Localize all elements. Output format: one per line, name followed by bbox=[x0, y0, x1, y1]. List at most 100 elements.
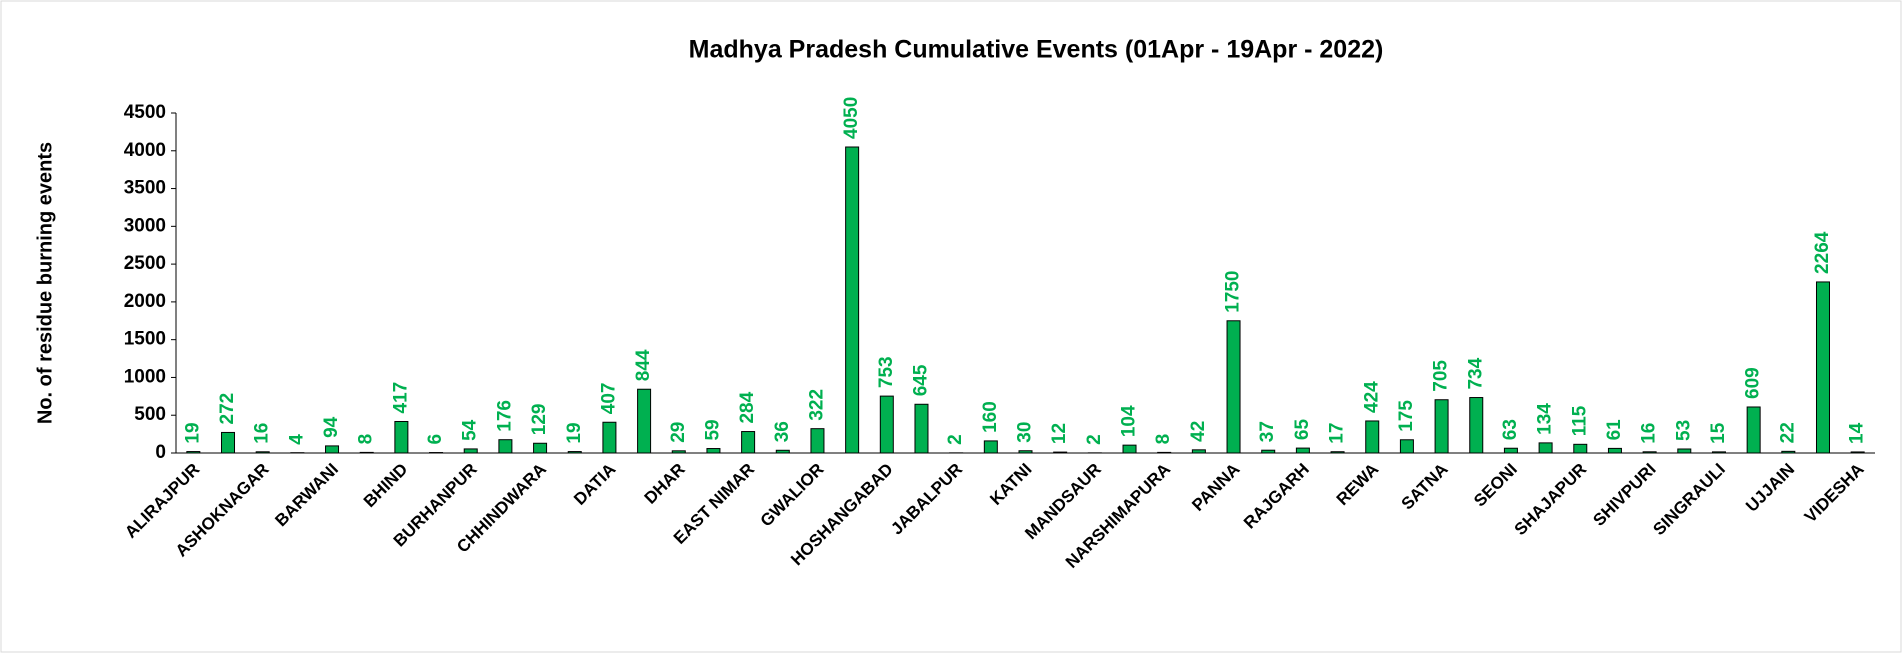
value-label: 1750 bbox=[1223, 270, 1244, 312]
value-label: 2 bbox=[945, 434, 966, 445]
y-tick-label: 2000 bbox=[124, 291, 166, 312]
bar bbox=[1781, 450, 1796, 454]
value-label: 4050 bbox=[841, 97, 862, 139]
value-label: 160 bbox=[980, 401, 1001, 433]
y-tick-label: 4000 bbox=[124, 140, 166, 161]
value-label: 65 bbox=[1292, 419, 1313, 441]
bar bbox=[1746, 406, 1761, 454]
bar bbox=[810, 428, 825, 454]
bar bbox=[1053, 451, 1068, 454]
value-label: 129 bbox=[529, 404, 550, 436]
bar bbox=[1122, 444, 1137, 454]
y-tick-label: 4500 bbox=[124, 102, 166, 123]
bar bbox=[359, 451, 374, 454]
bar bbox=[741, 431, 756, 454]
bar bbox=[914, 403, 929, 454]
value-label: 61 bbox=[1604, 419, 1625, 441]
value-label: 104 bbox=[1119, 405, 1140, 437]
value-label: 115 bbox=[1569, 405, 1590, 436]
y-tick-label: 500 bbox=[134, 404, 166, 425]
value-label: 2 bbox=[1084, 434, 1105, 445]
value-label: 417 bbox=[390, 382, 411, 414]
bar bbox=[1677, 448, 1692, 454]
bar bbox=[1538, 442, 1553, 454]
value-label: 284 bbox=[737, 391, 758, 423]
bar bbox=[706, 448, 721, 454]
bar bbox=[1503, 447, 1518, 454]
value-label: 37 bbox=[1257, 421, 1278, 442]
value-label: 176 bbox=[494, 400, 515, 432]
chart-title: Madhya Pradesh Cumulative Events (01Apr … bbox=[689, 36, 1384, 64]
bar bbox=[567, 451, 582, 454]
bar bbox=[602, 421, 617, 454]
bar bbox=[1815, 281, 1830, 454]
value-label: 753 bbox=[876, 356, 897, 388]
value-label: 94 bbox=[321, 416, 342, 438]
value-label: 63 bbox=[1500, 419, 1521, 440]
bar bbox=[671, 450, 686, 454]
bar bbox=[394, 420, 409, 454]
bar bbox=[1157, 451, 1172, 454]
value-label: 36 bbox=[772, 421, 793, 442]
value-label: 2264 bbox=[1812, 231, 1833, 274]
value-label: 844 bbox=[633, 349, 654, 381]
bar bbox=[1330, 451, 1345, 454]
value-label: 30 bbox=[1015, 422, 1036, 443]
y-axis-label: No. of residue burning events bbox=[34, 142, 56, 424]
bar bbox=[1607, 447, 1622, 454]
bar bbox=[325, 445, 340, 454]
bar bbox=[533, 442, 548, 454]
bar bbox=[1573, 443, 1588, 454]
bar bbox=[1434, 399, 1449, 454]
y-tick-label: 0 bbox=[155, 442, 166, 463]
value-label: 407 bbox=[598, 383, 619, 415]
value-label: 29 bbox=[668, 422, 689, 443]
bar bbox=[1711, 451, 1726, 454]
y-tick-label: 1000 bbox=[124, 366, 166, 387]
y-tick-label: 2500 bbox=[124, 253, 166, 274]
bar bbox=[1226, 320, 1241, 454]
value-label: 134 bbox=[1535, 403, 1556, 435]
value-label: 12 bbox=[1049, 423, 1070, 444]
value-label: 17 bbox=[1327, 423, 1348, 444]
value-label: 59 bbox=[702, 419, 723, 440]
y-tick-label: 3000 bbox=[124, 215, 166, 236]
bar bbox=[498, 439, 513, 454]
value-label: 705 bbox=[1431, 360, 1452, 392]
value-label: 609 bbox=[1743, 367, 1764, 399]
bar bbox=[255, 451, 270, 454]
bar bbox=[983, 440, 998, 454]
value-label: 8 bbox=[1153, 434, 1174, 445]
bar bbox=[1261, 449, 1276, 454]
bar bbox=[1469, 397, 1484, 454]
value-label: 424 bbox=[1361, 381, 1382, 413]
value-label: 272 bbox=[217, 393, 238, 425]
value-label: 322 bbox=[806, 389, 827, 421]
bar bbox=[1850, 451, 1865, 454]
bar bbox=[1295, 447, 1310, 454]
bar bbox=[1642, 451, 1657, 454]
y-tick-label: 1500 bbox=[124, 329, 166, 350]
bar bbox=[1365, 420, 1380, 454]
value-label: 16 bbox=[1639, 423, 1660, 444]
bar bbox=[637, 388, 652, 454]
value-label: 645 bbox=[910, 364, 931, 396]
y-tick-label: 3500 bbox=[124, 178, 166, 199]
bar bbox=[186, 451, 201, 454]
value-label: 19 bbox=[564, 422, 585, 443]
value-label: 175 bbox=[1396, 400, 1417, 432]
value-label: 19 bbox=[182, 422, 203, 443]
bar bbox=[463, 448, 478, 454]
value-label: 4 bbox=[286, 434, 307, 445]
value-label: 54 bbox=[460, 419, 481, 441]
value-label: 42 bbox=[1188, 421, 1209, 442]
bar bbox=[775, 449, 790, 454]
bar bbox=[221, 431, 236, 454]
bar bbox=[1399, 439, 1414, 454]
value-label: 53 bbox=[1673, 420, 1694, 441]
bar bbox=[1018, 450, 1033, 454]
value-label: 15 bbox=[1708, 422, 1729, 444]
value-label: 6 bbox=[425, 434, 446, 445]
